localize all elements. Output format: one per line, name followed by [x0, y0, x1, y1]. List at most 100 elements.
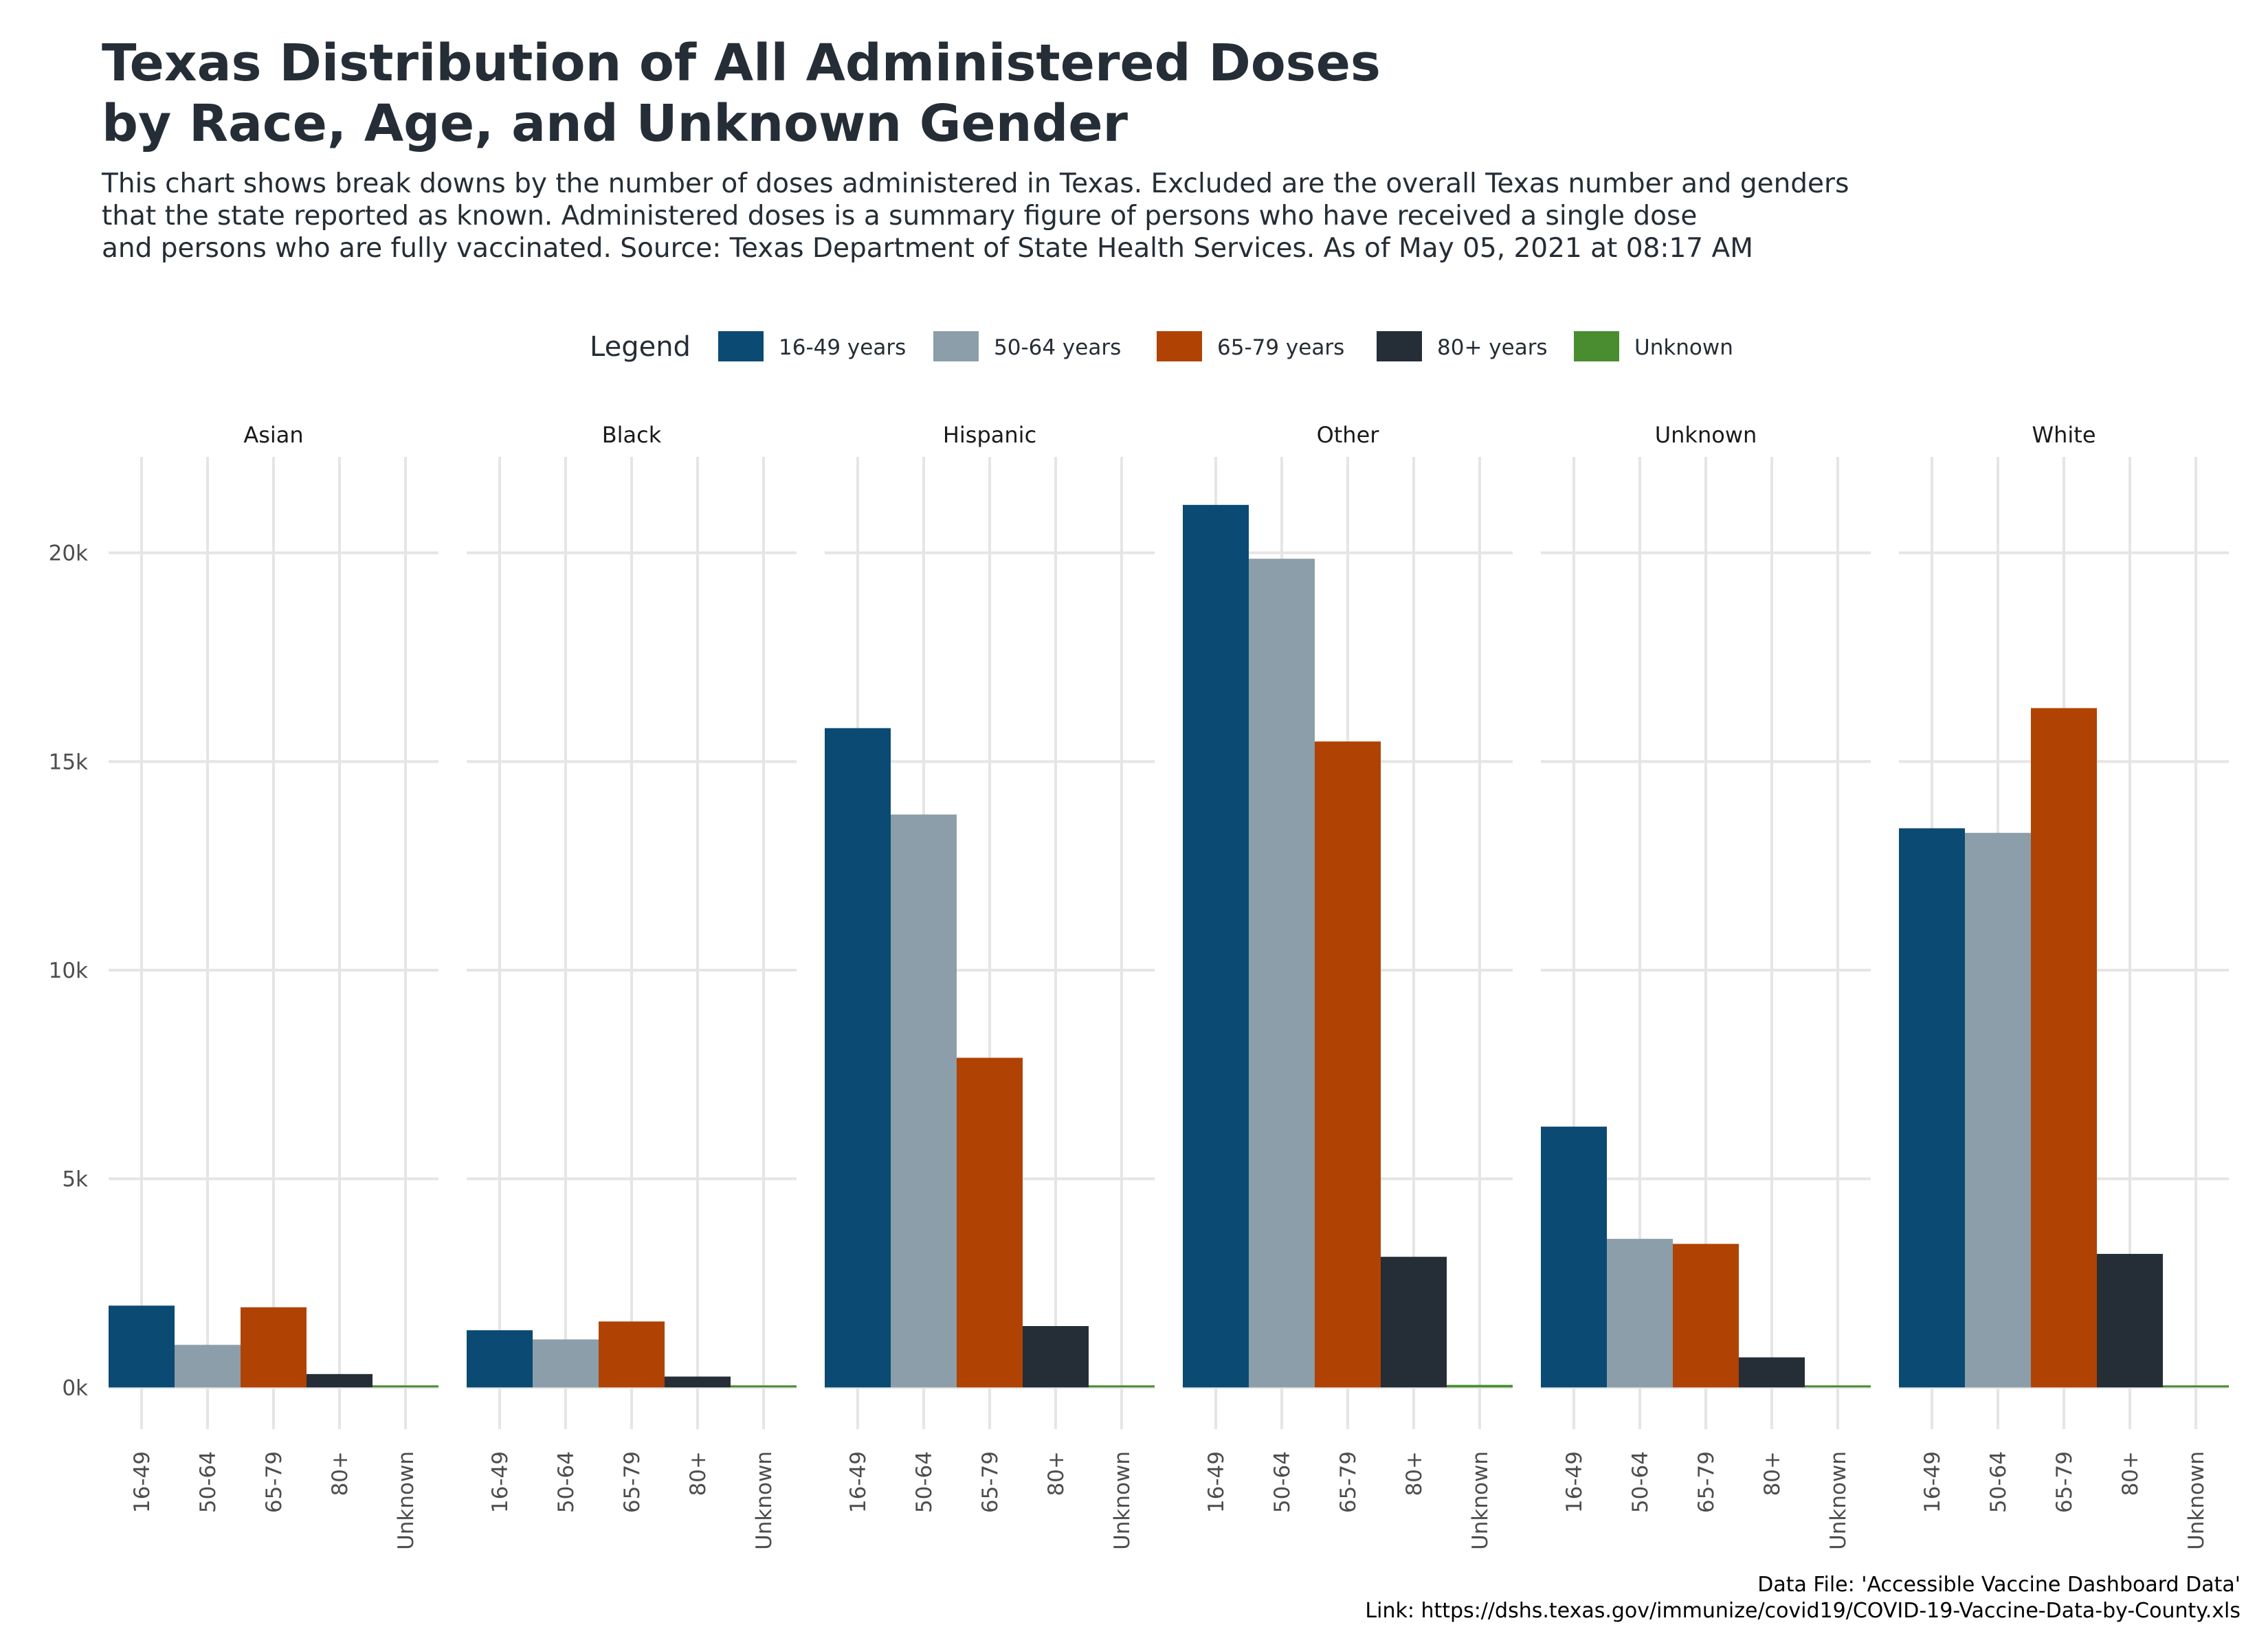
legend-label-50-64-years: 50-64 years — [994, 335, 1121, 360]
bar-hispanic-50-64 — [891, 814, 957, 1388]
bar-unknown-50-64 — [1607, 1239, 1673, 1388]
caption-link: Link: https://dshs.texas.gov/immunize/co… — [1365, 1599, 2241, 1623]
x-tick-label: 16-49 — [1920, 1451, 1945, 1513]
bar-asian-50-64 — [175, 1345, 241, 1388]
panel-black: Black 16-49 50-64 65-79 80+ Unknown — [467, 422, 797, 1550]
bar-black-unknown — [731, 1385, 797, 1388]
x-tick-label: 65-79 — [620, 1451, 645, 1513]
y-tick-label: 0k — [62, 1376, 88, 1400]
legend-label-80-years: 80+ years — [1437, 335, 1548, 360]
bar-white-65-79 — [2031, 708, 2097, 1388]
x-tick-label: 50-64 — [196, 1451, 221, 1513]
panel-white: White 16-49 50-64 65-79 80+ Unknown — [1899, 422, 2229, 1550]
bar-other-65-79 — [1315, 741, 1381, 1388]
x-tick-label: 80+ — [328, 1451, 353, 1496]
x-tick-label: Unknown — [752, 1451, 777, 1550]
bar-black-65-79 — [599, 1321, 665, 1388]
panel-hispanic: Hispanic 16-49 50-64 65-79 80+ Unknown — [825, 422, 1155, 1550]
x-tick-label: 65-79 — [2052, 1451, 2077, 1513]
chart-title: Texas Distribution of All Administered D… — [102, 33, 2164, 154]
x-tick-label: 16-49 — [1204, 1451, 1229, 1513]
bar-unknown-80 — [1739, 1357, 1805, 1388]
panel-title: White — [2032, 422, 2095, 448]
bar-black-80 — [665, 1376, 731, 1388]
bar-white-unknown — [2163, 1385, 2229, 1388]
y-tick-label: 15k — [49, 750, 88, 774]
chart-subtitle-line-1: This chart shows break downs by the numb… — [102, 168, 1849, 199]
chart-title-line-1: Texas Distribution of All Administered D… — [102, 34, 1381, 93]
facet-panels: Asian 16-49 50-64 65-79 80+ Unknown Black 16-49… — [109, 422, 2229, 1550]
x-tick-label: Unknown — [1468, 1451, 1493, 1550]
legend-swatch-unknown — [1574, 331, 1619, 361]
y-tick-label: 5k — [62, 1167, 88, 1192]
bar-unknown-16-49 — [1541, 1126, 1607, 1388]
bar-unknown-unknown — [1805, 1385, 1871, 1388]
bar-hispanic-65-79 — [957, 1057, 1023, 1388]
legend: Legend 16-49 years 50-64 years 65-79 years 8… — [590, 331, 1733, 363]
x-tick-label: Unknown — [1110, 1451, 1135, 1550]
panel-title: Hispanic — [943, 422, 1036, 448]
bar-other-80 — [1381, 1257, 1447, 1388]
bar-hispanic-unknown — [1089, 1385, 1155, 1388]
legend-label-65-79-years: 65-79 years — [1217, 335, 1344, 360]
legend-label-16-49-years: 16-49 years — [779, 335, 906, 360]
x-tick-label: Unknown — [394, 1451, 419, 1550]
bar-white-80 — [2097, 1253, 2163, 1388]
x-tick-label: 65-79 — [262, 1451, 287, 1513]
x-tick-label: 16-49 — [130, 1451, 155, 1513]
bar-asian-unknown — [373, 1385, 438, 1388]
x-tick-label: 80+ — [1402, 1451, 1427, 1496]
y-axis-ticks: 0k 5k 10k 15k 20k — [49, 541, 88, 1401]
legend-label-unknown: Unknown — [1634, 335, 1733, 360]
bar-other-50-64 — [1249, 559, 1315, 1388]
x-tick-label: 50-64 — [912, 1451, 937, 1513]
x-tick-label: 16-49 — [1562, 1451, 1587, 1513]
legend-swatch-16-49-years — [718, 331, 764, 361]
bar-white-50-64 — [1965, 833, 2031, 1388]
x-tick-label: 80+ — [1044, 1451, 1069, 1496]
bar-hispanic-80 — [1023, 1325, 1089, 1388]
bar-white-16-49 — [1899, 828, 1965, 1388]
bar-asian-65-79 — [241, 1307, 307, 1388]
legend-title: Legend — [590, 331, 691, 363]
y-tick-label: 20k — [49, 541, 88, 566]
x-tick-label: 80+ — [1760, 1451, 1785, 1496]
bar-other-16-49 — [1183, 504, 1249, 1388]
x-tick-label: 16-49 — [488, 1451, 513, 1513]
x-tick-label: 50-64 — [1628, 1451, 1653, 1513]
x-tick-label: Unknown — [1826, 1451, 1851, 1550]
bar-black-16-49 — [467, 1330, 533, 1388]
panel-title: Black — [602, 422, 662, 448]
panel-other: Other 16-49 50-64 65-79 80+ Unknown — [1183, 422, 1513, 1550]
bar-unknown-65-79 — [1673, 1244, 1739, 1388]
panel-asian: Asian 16-49 50-64 65-79 80+ Unknown — [109, 422, 438, 1550]
panel-title: Asian — [243, 422, 303, 448]
panel-title: Unknown — [1655, 422, 1757, 448]
legend-swatch-65-79-years — [1157, 331, 1202, 361]
bar-black-50-64 — [533, 1339, 599, 1388]
x-tick-label: 80+ — [686, 1451, 711, 1496]
panel-unknown: Unknown 16-49 50-64 65-79 80+ Unknown — [1541, 422, 1871, 1550]
x-tick-label: 65-79 — [1694, 1451, 1719, 1513]
x-tick-label: 50-64 — [1986, 1451, 2011, 1513]
chart-subtitle-line-3: and persons who are fully vaccinated. So… — [102, 233, 1753, 264]
chart-title-line-2: by Race, Age, and Unknown Gender — [102, 94, 1129, 153]
bar-asian-16-49 — [109, 1305, 175, 1388]
bar-other-unknown — [1447, 1384, 1513, 1388]
legend-swatch-50-64-years — [933, 331, 979, 361]
y-tick-label: 10k — [49, 958, 88, 983]
chart-subtitle: This chart shows break downs by the numb… — [102, 168, 2198, 265]
caption-data-file: Data File: 'Accessible Vaccine Dashboard… — [1757, 1573, 2241, 1597]
bar-hispanic-16-49 — [825, 728, 891, 1388]
x-tick-label: 50-64 — [1270, 1451, 1295, 1513]
x-tick-label: 65-79 — [1336, 1451, 1361, 1513]
bar-asian-80 — [307, 1373, 373, 1388]
x-tick-label: Unknown — [2184, 1451, 2209, 1550]
panel-title: Other — [1317, 422, 1380, 448]
chart-subtitle-line-2: that the state reported as known. Admini… — [102, 201, 1698, 232]
x-tick-label: 50-64 — [554, 1451, 579, 1513]
x-tick-label: 65-79 — [978, 1451, 1003, 1513]
x-tick-label: 16-49 — [846, 1451, 871, 1513]
x-tick-label: 80+ — [2118, 1451, 2143, 1496]
